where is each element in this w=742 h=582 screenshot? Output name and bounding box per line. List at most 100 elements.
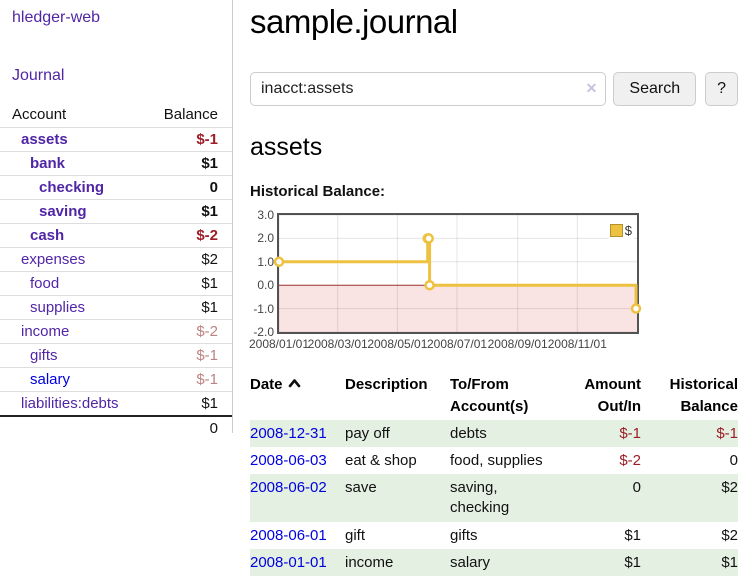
account-balance: $-2 [196, 323, 218, 340]
transactions-header-row: Date Description To/From Account(s) Amou… [250, 372, 738, 420]
account-link-supplies[interactable]: supplies [30, 299, 86, 316]
transaction-row[interactable]: 2008-06-02 save saving, checking 0 $2 [250, 474, 738, 522]
account-link-cash[interactable]: cash [30, 227, 65, 244]
accounts-total-value: 0 [209, 420, 218, 437]
accounts-table-header: Account Balance [0, 102, 232, 128]
x-axis-tick-label: 2008/05/01 [367, 337, 428, 351]
account-row: bank $1 [0, 152, 232, 176]
column-header-amount: Amount Out/In [584, 376, 641, 415]
account-link-bank[interactable]: bank [30, 155, 66, 172]
legend-swatch-icon [609, 224, 623, 237]
transaction-amount: $1 [624, 553, 641, 571]
transaction-accounts: food, supplies [450, 451, 543, 469]
x-axis-tick-label: 2008/07/01 [426, 337, 488, 351]
clear-search-icon[interactable]: ✕ [585, 80, 598, 96]
accounts-total-row: 0 [0, 415, 232, 441]
account-link-assets[interactable]: assets [21, 131, 68, 148]
historical-balance-chart: $ 3.0 2.0 1.0 0.0 -1.0 -2.0 2008/01/01 2008/03/… [249, 208, 738, 352]
account-balance: $1 [201, 203, 218, 220]
transaction-description: eat & shop [345, 451, 417, 469]
search-button[interactable]: Search [613, 72, 697, 106]
sort-ascending-icon [288, 373, 301, 395]
transaction-row[interactable]: 2008-06-03 eat & shop food, supplies $-2 0 [250, 447, 738, 474]
account-row: income $-2 [0, 320, 232, 344]
account-balance: 0 [209, 179, 218, 196]
transaction-balance: 0 [729, 451, 738, 469]
page-title: sample.journal [250, 3, 458, 40]
transaction-row[interactable]: 2008-06-01 gift gifts $1 $2 [250, 522, 738, 549]
account-row: expenses $2 [0, 248, 232, 272]
account-link-income[interactable]: income [21, 323, 70, 340]
search-form: ✕ Search ? [250, 72, 738, 106]
transaction-description: gift [345, 526, 366, 544]
account-row: liabilities:debts $1 [0, 392, 232, 415]
y-axis-tick-label: 2.0 [257, 231, 274, 246]
transaction-amount: $-2 [619, 451, 641, 469]
accounts-header-account: Account [12, 106, 67, 123]
transaction-date-link[interactable]: 2008-01-01 [250, 553, 327, 571]
account-balance: $1 [201, 155, 218, 172]
transaction-row[interactable]: 2008-01-01 income salary $1 $1 [250, 548, 738, 576]
transaction-balance: $2 [721, 526, 738, 544]
account-row: checking 0 [0, 176, 232, 200]
accounts-table: Account Balance assets $-1 bank $1 checking 0… [0, 102, 232, 441]
y-axis-tick-label: -2.0 [253, 325, 274, 339]
transaction-balance: $-1 [716, 424, 738, 442]
account-balance: $1 [201, 275, 218, 292]
account-balance: $-2 [196, 227, 218, 244]
transaction-date-link[interactable]: 2008-06-01 [250, 526, 327, 544]
x-axis-tick-label: 2008/11/01 [547, 337, 607, 351]
account-link-gifts[interactable]: gifts [30, 347, 58, 364]
transaction-date-link[interactable]: 2008-06-02 [250, 479, 327, 496]
accounts-header-balance: Balance [163, 106, 218, 123]
y-axis-tick-label: 0.0 [257, 278, 274, 293]
account-link-saving[interactable]: saving [39, 203, 87, 220]
search-input-wrap: ✕ [250, 72, 607, 106]
account-row: assets $-1 [0, 128, 232, 152]
transaction-description: save [345, 479, 377, 496]
transaction-accounts: gifts [450, 526, 478, 544]
transaction-amount: 0 [632, 479, 641, 496]
account-row: salary $-1 [0, 368, 232, 392]
account-balance: $-1 [196, 371, 218, 388]
x-axis-tick-label: 2008/01/01 [248, 337, 310, 351]
account-balance: $1 [201, 395, 218, 412]
column-header-date-label: Date [250, 376, 283, 393]
transaction-balance: $1 [721, 553, 738, 571]
account-row: saving $1 [0, 200, 232, 224]
chart-plot-area: $ [273, 213, 642, 334]
account-row: supplies $1 [0, 296, 232, 320]
main-content: sample.journal ✕ Search ? assets Histori… [249, 0, 738, 576]
transaction-accounts: debts [450, 424, 487, 442]
account-link-checking[interactable]: checking [39, 179, 105, 196]
sidebar-item-journal[interactable]: Journal [12, 67, 65, 84]
account-link-food[interactable]: food [30, 275, 60, 292]
accounts-table-rows: assets $-1 bank $1 checking 0 saving $1 cash $-2 e… [0, 128, 232, 415]
account-link-liabilities-debts[interactable]: liabilities:debts [21, 395, 119, 412]
transaction-row[interactable]: 2008-12-31 pay off debts $-1 $-1 [250, 419, 738, 447]
account-balance: $-1 [196, 347, 218, 364]
account-link-expenses[interactable]: expenses [21, 251, 86, 268]
search-input[interactable] [250, 72, 607, 106]
column-header-date[interactable]: Date [250, 372, 345, 420]
transactions-table: Date Description To/From Account(s) Amou… [250, 372, 738, 576]
account-link-salary[interactable]: salary [30, 371, 71, 388]
transaction-accounts: saving, checking [450, 479, 510, 517]
account-heading: assets [250, 133, 323, 161]
account-balance: $-1 [196, 131, 218, 148]
transaction-amount: $1 [624, 526, 641, 544]
column-header-description: Description [345, 376, 428, 393]
account-balance: $2 [201, 251, 218, 268]
transaction-description: pay off [345, 424, 390, 442]
sidebar: hledger-web Journal Account Balance asse… [0, 0, 233, 437]
y-axis-tick-label: -1.0 [253, 301, 274, 316]
app-title-link[interactable]: hledger-web [12, 9, 101, 26]
column-header-balance: Historical Balance [669, 376, 738, 415]
transaction-date-link[interactable]: 2008-12-31 [250, 424, 327, 442]
transaction-date-link[interactable]: 2008-06-03 [250, 451, 327, 469]
help-button[interactable]: ? [705, 72, 738, 106]
account-row: food $1 [0, 272, 232, 296]
transaction-description: income [345, 553, 394, 571]
legend-label: $ [624, 223, 632, 238]
account-row: cash $-2 [0, 224, 232, 248]
